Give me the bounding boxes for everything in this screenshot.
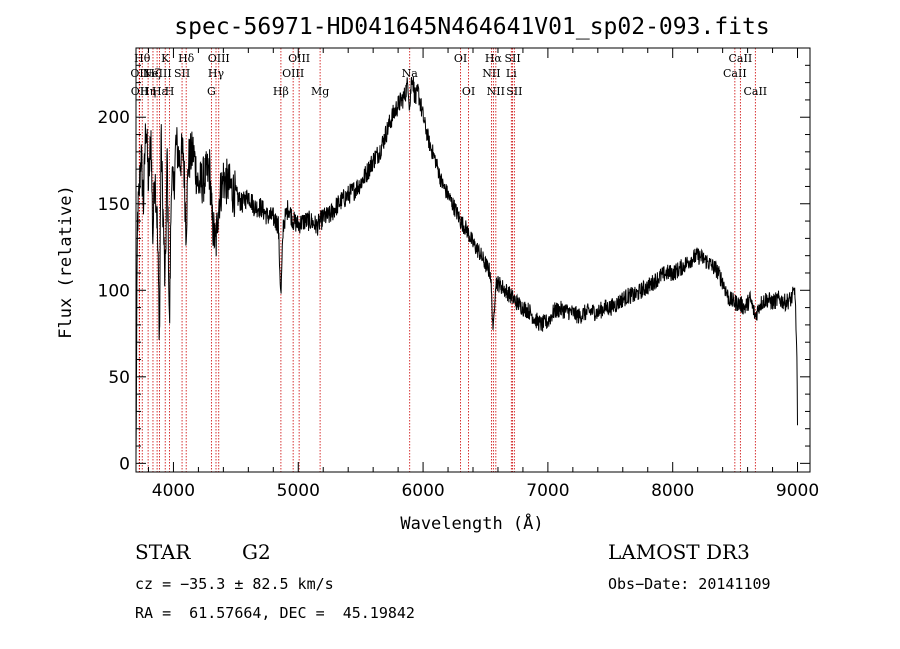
- x-tick-label: 8000: [651, 481, 694, 501]
- line-marker-label-10: Hδ: [178, 52, 195, 65]
- line-marker-label-27: CaII: [723, 67, 747, 80]
- x-tick-label: 6000: [401, 481, 444, 501]
- line-marker-label-16: OIII: [288, 52, 310, 65]
- line-marker-label-1: OII: [131, 85, 149, 98]
- y-tick-label: 100: [98, 281, 130, 301]
- line-marker-label-2: Hθ: [134, 52, 151, 65]
- y-axis-label: Flux (relative): [56, 185, 76, 339]
- coordinates-text: RA = 61.57664, DEC = 45.19842: [135, 604, 415, 622]
- spectrum-line: [135, 76, 798, 456]
- line-marker-label-22: Hα: [485, 52, 503, 65]
- axis-ticks: 4000 5000 6000 7000 8000 9000 0 50 100 150 200: [98, 48, 819, 501]
- line-marker-label-20: OI: [462, 85, 475, 98]
- line-marker-label-4: Hζ: [145, 67, 161, 80]
- line-marker-label-7: K: [161, 52, 170, 65]
- x-tick-label: 5000: [277, 481, 320, 501]
- survey-label: LAMOST DR3: [608, 540, 750, 564]
- y-tick-label: 200: [98, 108, 130, 128]
- class-label: STAR: [135, 540, 191, 564]
- line-marker-label-0: OII: [130, 67, 148, 80]
- line-marker-label-8: H: [165, 85, 175, 98]
- x-axis-label: Wavelength (Å): [400, 512, 543, 534]
- redshift-text: cz = −35.3 ± 82.5 km/s: [135, 575, 334, 593]
- line-marker-label-23: NII: [487, 85, 505, 98]
- line-marker-label-12: Hγ: [208, 67, 225, 80]
- line-marker-label-29: CaII: [743, 85, 767, 98]
- line-marker-label-13: OIII: [208, 52, 230, 65]
- line-marker-label-11: G: [207, 85, 216, 98]
- line-marker-label-17: Mg: [311, 85, 329, 98]
- line-marker-label-15: OIII: [282, 67, 304, 80]
- y-tick-label: 50: [108, 368, 130, 388]
- line-marker-label-26: SII: [506, 85, 522, 98]
- line-markers: [138, 48, 756, 472]
- x-tick-label: 7000: [526, 481, 569, 501]
- line-marker-label-14: Hβ: [273, 85, 289, 98]
- line-marker-label-18: Na: [402, 67, 419, 80]
- line-marker-label-25: SII: [504, 52, 520, 65]
- y-tick-label: 150: [98, 195, 130, 215]
- x-tick-label: 4000: [152, 481, 195, 501]
- x-tick-label: 9000: [776, 481, 819, 501]
- obs-date: Obs−Date: 20141109: [608, 575, 771, 593]
- line-marker-label-6: Hε: [152, 85, 168, 98]
- line-marker-label-9: SII: [174, 67, 190, 80]
- line-marker-label-19: OI: [454, 52, 467, 65]
- line-marker-label-28: CaII: [729, 52, 753, 65]
- line-marker-label-3: Hη: [140, 85, 156, 98]
- y-tick-label: 0: [119, 454, 130, 474]
- subclass-label: G2: [242, 540, 271, 564]
- plot-frame: [135, 47, 811, 473]
- line-marker-label-21: NII: [482, 67, 500, 80]
- line-marker-label-5: NeIII: [143, 67, 172, 80]
- line-marker-label-24: Li: [506, 67, 517, 80]
- chart-title: spec-56971-HD041645N464641V01_sp02-093.f…: [174, 14, 769, 40]
